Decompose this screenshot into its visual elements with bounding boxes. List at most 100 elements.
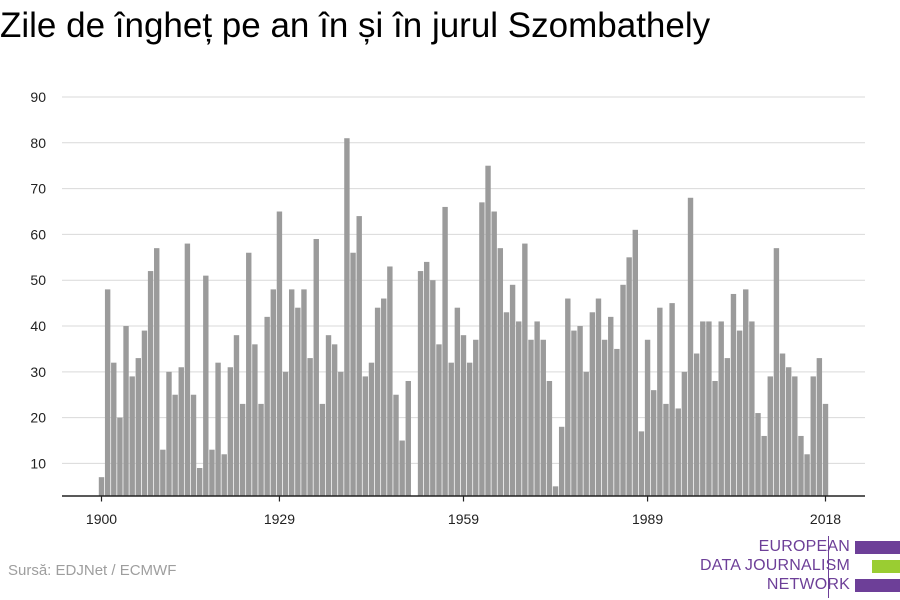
x-tick-label: 2018 — [810, 511, 841, 527]
bar-1950 — [405, 380, 411, 496]
bar-1916 — [196, 468, 203, 496]
bar-1979 — [583, 371, 589, 496]
bar-1929 — [276, 211, 283, 496]
bar-1993 — [669, 303, 675, 496]
bar-1960 — [466, 362, 473, 496]
y-tick-label: 90 — [30, 89, 46, 105]
bar-2006 — [749, 321, 755, 496]
bar-1997 — [693, 353, 700, 496]
bar-1947 — [387, 266, 393, 496]
bars — [98, 138, 829, 497]
bar-1902 — [111, 362, 117, 496]
y-tick-label: 10 — [30, 455, 46, 471]
y-axis-ticks: 10 20 30 40 50 60 70 80 90 — [30, 89, 46, 471]
logo-text-line-2: DATA JOURNALISM — [700, 557, 850, 574]
bar-1945 — [374, 307, 381, 496]
bar-1919 — [215, 362, 221, 496]
bar-1972 — [540, 339, 546, 496]
bar-1921 — [227, 367, 234, 496]
bar-1999 — [706, 321, 712, 496]
bar-1964 — [491, 211, 497, 496]
bar-1910 — [160, 449, 166, 496]
bar-1963 — [485, 165, 491, 496]
bar-2010 — [773, 248, 780, 496]
bar-1955 — [436, 344, 442, 496]
bar-1928 — [270, 289, 276, 496]
bar-1998 — [700, 321, 706, 496]
bar-1990 — [651, 390, 657, 496]
bar-1961 — [473, 339, 479, 496]
y-tick-label: 30 — [30, 364, 46, 380]
bar-2009 — [767, 376, 773, 496]
logo-bar-purple-top — [855, 541, 900, 554]
bar-2013 — [792, 376, 798, 496]
y-tick-label: 50 — [30, 272, 46, 288]
bar-1935 — [313, 238, 319, 496]
bar-1983 — [608, 316, 614, 496]
chart-title: Zile de îngheț pe an în și în jurul Szom… — [0, 6, 711, 45]
bar-1926 — [258, 403, 264, 496]
bar-1991 — [657, 307, 663, 496]
bar-1936 — [319, 403, 326, 496]
bar-2007 — [755, 413, 761, 496]
bar-1980 — [589, 312, 596, 496]
bar-1957 — [448, 362, 454, 496]
bar-2017 — [816, 358, 823, 496]
bar-1911 — [166, 371, 172, 496]
bar-1967 — [509, 284, 516, 496]
bar-1905 — [129, 376, 135, 496]
bar-1949 — [399, 440, 405, 496]
bar-1989 — [644, 339, 651, 496]
bar-1952 — [417, 271, 424, 496]
bar-1912 — [172, 394, 178, 496]
bar-1992 — [663, 403, 669, 496]
bar-1953 — [423, 261, 430, 496]
logo-text-line-3: NETWORK — [766, 576, 850, 593]
bar-1906 — [135, 358, 142, 496]
y-tick-label: 20 — [30, 410, 46, 426]
y-tick-label: 80 — [30, 135, 46, 151]
bar-1907 — [141, 330, 148, 496]
bar-1904 — [123, 326, 129, 496]
x-tick-label: 1959 — [448, 511, 479, 527]
bar-1973 — [546, 380, 553, 496]
bar-1975 — [558, 426, 565, 496]
bar-1939 — [338, 371, 344, 496]
bar-1915 — [190, 394, 197, 496]
logo-divider — [828, 536, 829, 598]
bar-1986 — [626, 257, 632, 496]
bar-1959 — [460, 335, 467, 496]
bar-1966 — [503, 312, 510, 496]
bar-2014 — [798, 435, 804, 496]
bar-1994 — [675, 408, 681, 496]
logo-bar-purple-bottom — [855, 579, 900, 592]
bar-1962 — [479, 202, 485, 496]
bar-1977 — [571, 330, 577, 496]
bar-1956 — [442, 206, 448, 496]
bar-1933 — [301, 289, 307, 496]
bar-2002 — [724, 358, 731, 496]
logo-bar-green — [872, 560, 900, 573]
bar-1927 — [264, 316, 270, 496]
bar-1920 — [221, 454, 227, 496]
y-tick-label: 60 — [30, 226, 46, 242]
bar-1930 — [282, 371, 289, 496]
bar-1943 — [362, 376, 369, 496]
logo-text-line-1: EUROPEAN — [758, 538, 850, 555]
bar-1900 — [98, 477, 105, 496]
bar-1987 — [632, 229, 638, 496]
bar-1914 — [184, 243, 191, 496]
bar-2000 — [712, 380, 718, 496]
bar-1925 — [252, 344, 258, 496]
bar-1974 — [552, 486, 559, 496]
bar-1968 — [516, 321, 522, 496]
bar-1941 — [350, 252, 356, 496]
bar-2003 — [730, 293, 737, 496]
bar-1908 — [147, 271, 154, 496]
source-note: Sursă: EDJNet / ECMWF — [8, 562, 177, 579]
bar-1969 — [522, 243, 528, 496]
bar-2008 — [761, 435, 767, 496]
bar-2005 — [743, 289, 749, 496]
bar-1944 — [368, 362, 375, 496]
bar-1937 — [325, 335, 332, 496]
